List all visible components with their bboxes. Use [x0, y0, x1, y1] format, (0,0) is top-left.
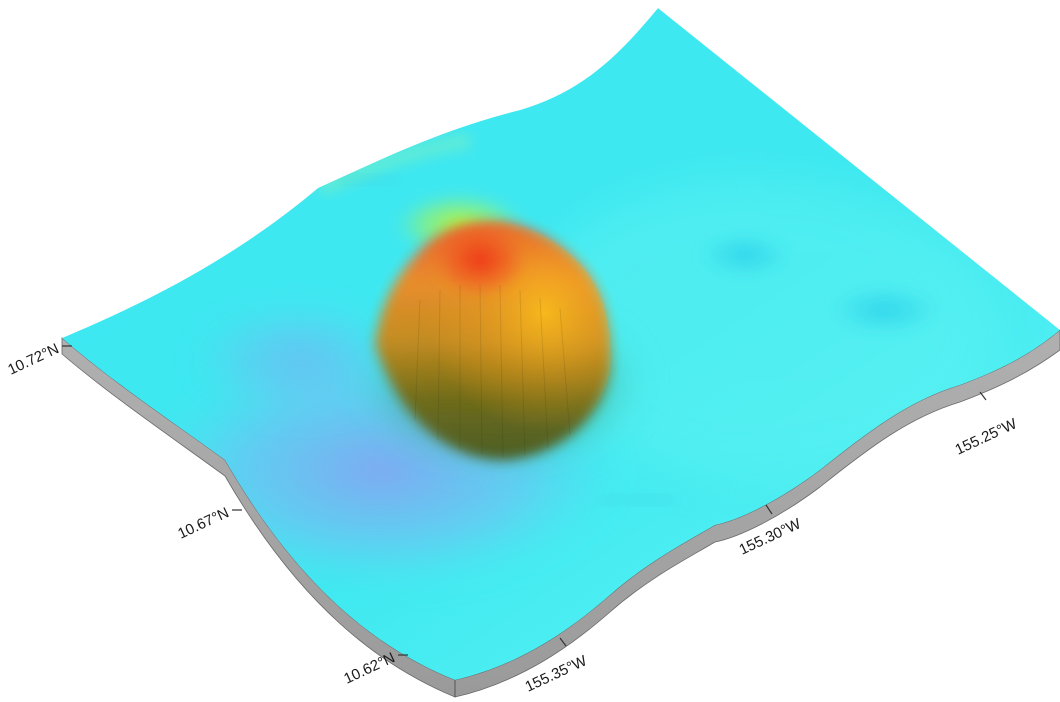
lat-label-1072: 10.72°N [5, 340, 61, 378]
lat-label-1062: 10.62°N [341, 649, 397, 687]
lat-label-1067: 10.67°N [175, 504, 231, 542]
lon-label-15525: 155.25°W [953, 415, 1021, 459]
seamount [375, 222, 611, 460]
depression-2 [830, 285, 940, 335]
depression-1 [700, 233, 790, 277]
summit [432, 222, 528, 298]
